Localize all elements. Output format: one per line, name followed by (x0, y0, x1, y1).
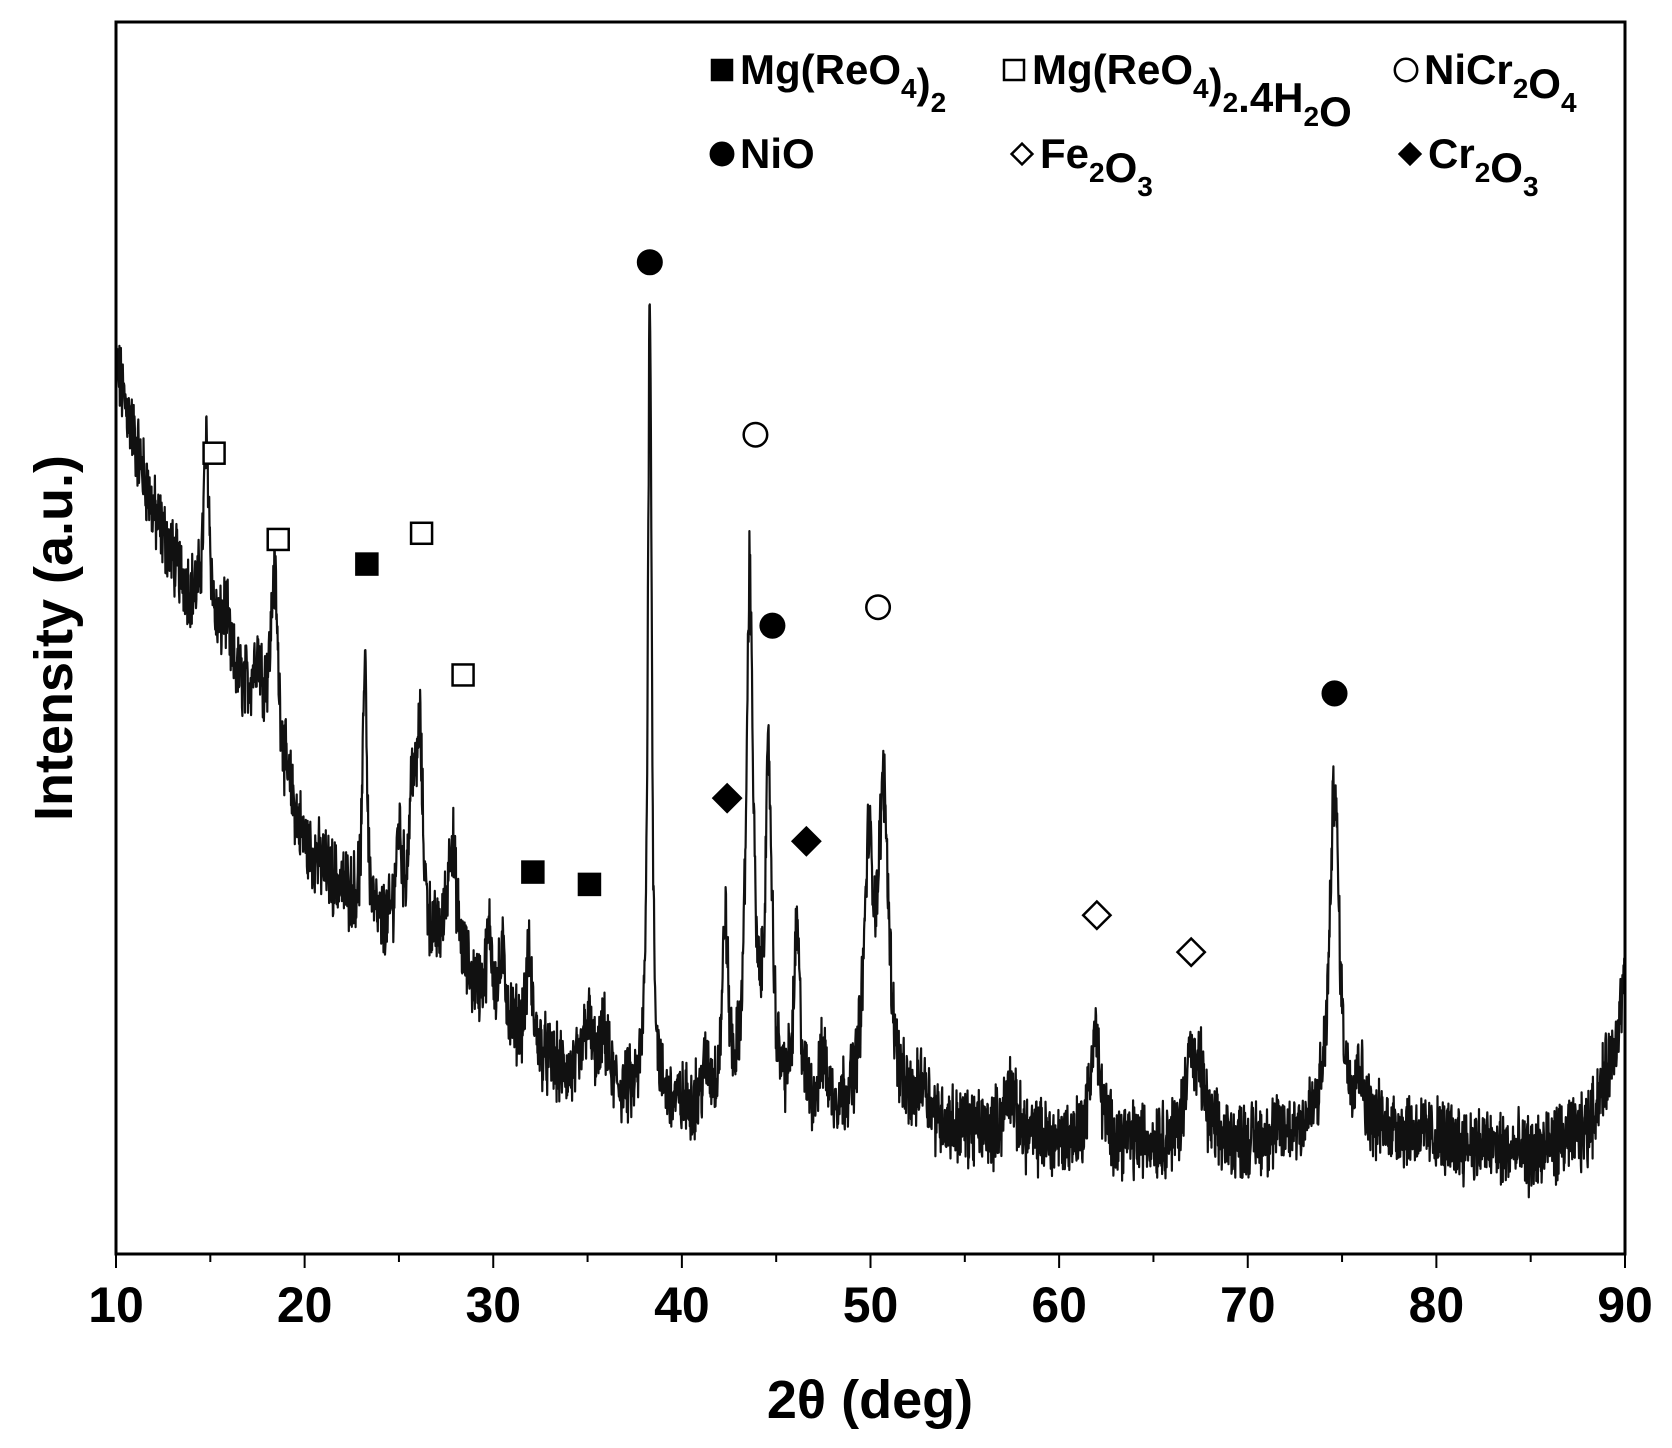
peak-marker-open-diamond (1175, 936, 1207, 968)
peak-marker-filled-diamond (790, 825, 822, 857)
peak-marker-filled-square (521, 860, 545, 884)
legend-symbol-open-diamond (1009, 141, 1035, 167)
legend-item: Mg(ReO4)2.4H2O (1002, 46, 1352, 135)
legend-label: Fe2O3 (1040, 130, 1153, 202)
peak-marker-open-square (409, 521, 434, 546)
x-tick-label: 60 (1031, 1277, 1087, 1333)
peak-marker-filled-circle (1321, 680, 1348, 707)
peak-marker-open-square (451, 663, 475, 687)
xrd-pattern-line (114, 303, 1627, 1199)
peak-marker-filled-square (355, 552, 379, 576)
y-axis-title: Intensity (a.u.) (24, 455, 84, 821)
x-tick-label: 40 (654, 1277, 710, 1333)
legend-item: NiCr2O4 (1393, 46, 1577, 118)
x-tick-label: 70 (1220, 1277, 1276, 1333)
peak-marker-filled-circle (636, 249, 663, 276)
legend-symbol-filled-diamond (1397, 141, 1423, 167)
legend-label: NiCr2O4 (1424, 46, 1577, 118)
peak-marker-filled-square (577, 872, 602, 897)
peak-marker-filled-circle (759, 612, 786, 639)
legend-symbol-filled-circle (709, 141, 735, 167)
legend-symbol-filled-square (710, 58, 734, 82)
peak-marker-open-circle (742, 421, 769, 448)
x-tick-label: 80 (1409, 1277, 1465, 1333)
peak-marker-open-diamond (1081, 899, 1113, 931)
trace-layer (114, 303, 1627, 1199)
legend-label: Mg(ReO4)2 (740, 46, 946, 118)
legend-label: Mg(ReO4)2.4H2O (1032, 46, 1352, 135)
legend-label: NiO (740, 130, 815, 177)
peak-marker-open-circle (865, 594, 892, 621)
peak-marker-open-square (202, 441, 226, 465)
x-tick-label: 20 (277, 1277, 333, 1333)
legend-item: Mg(ReO4)2 (710, 46, 946, 118)
legend-label: Cr2O3 (1428, 130, 1539, 202)
legend-item: Cr2O3 (1397, 130, 1539, 202)
x-tick-label: 50 (843, 1277, 899, 1333)
x-tick-label: 90 (1597, 1277, 1653, 1333)
legend-symbol-open-square (1002, 58, 1026, 82)
x-axis-ticks: 10 20 30 40 50 60 70 80 90 (88, 1254, 1653, 1333)
peak-marker-filled-diamond (711, 782, 743, 814)
legend: Mg(ReO4)2 Mg(ReO4)2.4H2O NiCr2O4 NiO Fe2O3 Cr… (709, 46, 1577, 202)
x-tick-label: 30 (465, 1277, 521, 1333)
peak-marker-open-square (266, 527, 290, 552)
x-tick-label: 10 (88, 1277, 144, 1333)
peak-marker-layer (202, 249, 1348, 968)
legend-item: NiO (709, 130, 815, 177)
x-axis-title: 2θ (deg) (767, 1370, 973, 1430)
legend-item: Fe2O3 (1009, 130, 1153, 202)
legend-symbol-open-circle (1393, 57, 1419, 83)
